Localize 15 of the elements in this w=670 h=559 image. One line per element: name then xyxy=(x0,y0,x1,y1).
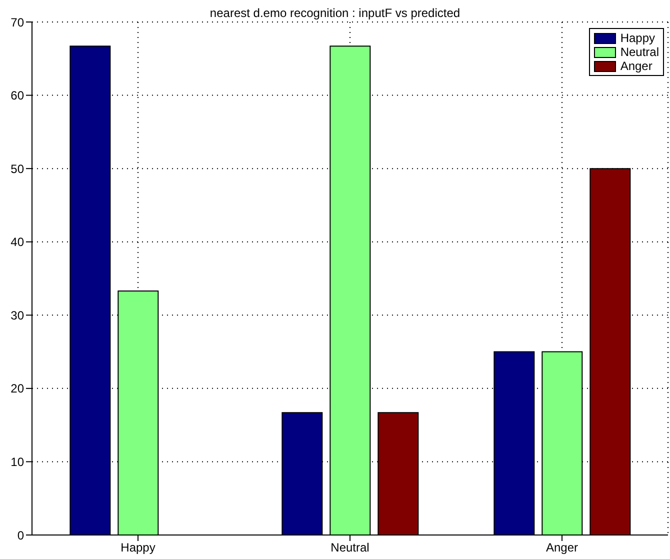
y-tick-label: 30 xyxy=(10,308,24,322)
chart-title: nearest d.emo recognition : inputF vs predicted xyxy=(210,6,460,20)
y-tick-label: 60 xyxy=(10,88,24,103)
y-tick-label: 40 xyxy=(10,235,24,250)
y-tick-label: 0 xyxy=(17,528,24,542)
y-tick-label: 10 xyxy=(10,454,24,469)
legend-label: Happy xyxy=(620,31,655,45)
x-tick-label: Happy xyxy=(120,540,156,555)
x-tick-label: Anger xyxy=(546,540,578,555)
x-tick-label: Neutral xyxy=(330,540,370,555)
y-tick-label: 20 xyxy=(10,382,24,396)
y-tick-label: 70 xyxy=(10,15,24,30)
legend-label: Anger xyxy=(620,59,652,73)
legend-label: Neutral xyxy=(620,45,659,59)
y-tick-label: 50 xyxy=(10,162,24,176)
